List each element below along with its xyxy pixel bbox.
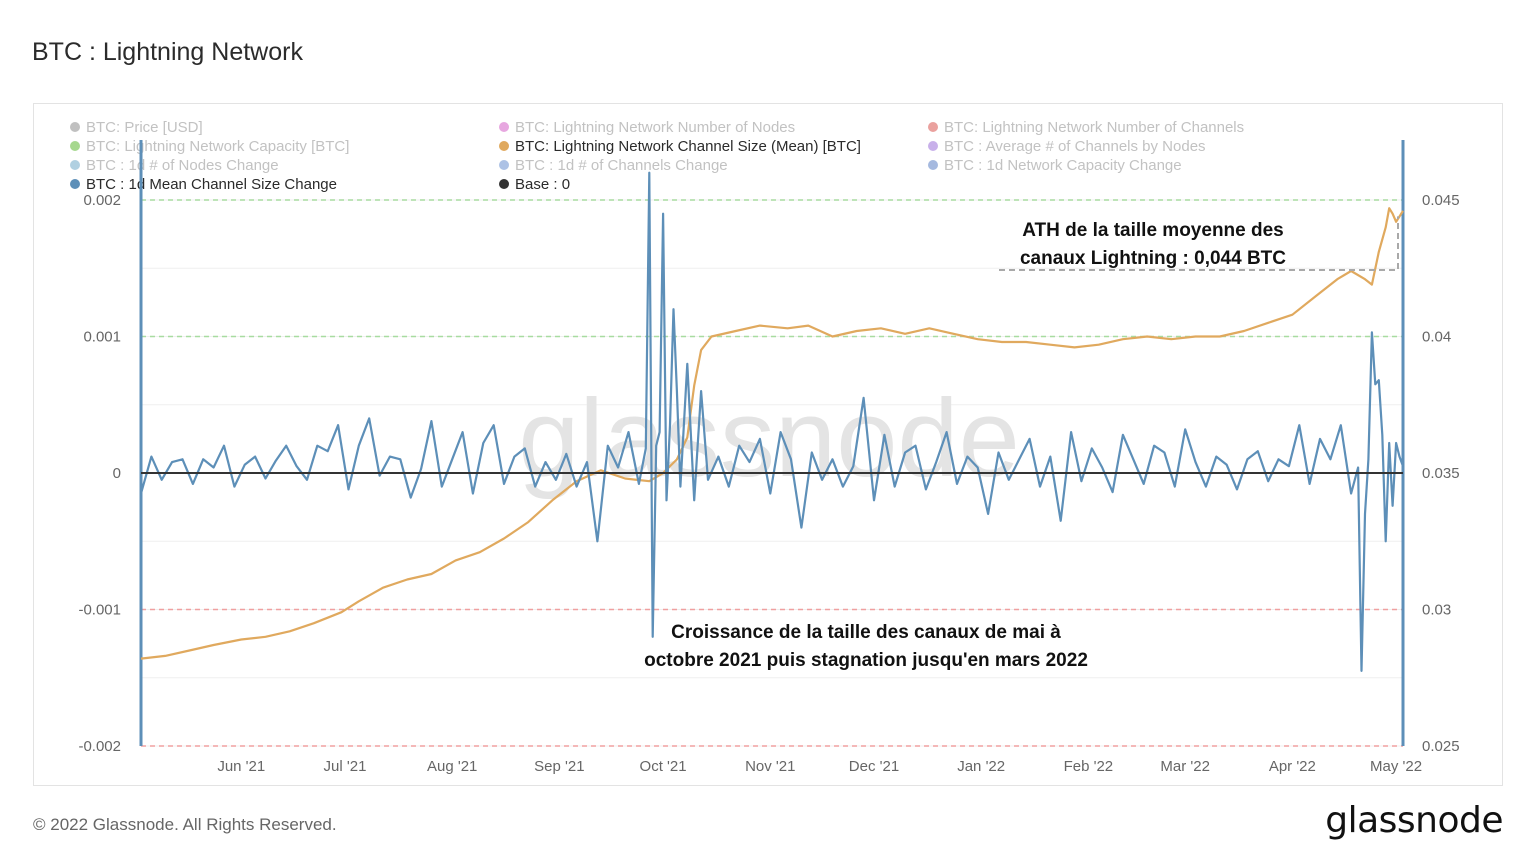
y-left-tick-label: -0.002	[78, 738, 121, 755]
legend-swatch	[928, 122, 938, 132]
x-tick-label: Feb '22	[1064, 758, 1114, 775]
x-tick-label: Sep '21	[534, 758, 584, 775]
x-tick-label: Oct '21	[640, 758, 687, 775]
legend-swatch	[499, 141, 509, 151]
legend-item[interactable]: BTC: Price [USD]	[70, 119, 203, 136]
legend-swatch	[70, 160, 80, 170]
legend-swatch	[70, 141, 80, 151]
legend-swatch	[70, 122, 80, 132]
growth-annotation-text: octobre 2021 puis stagnation jusqu'en ma…	[644, 650, 1088, 671]
watermark: glassnode	[518, 377, 1020, 500]
ath-annotation-text: canaux Lightning : 0,044 BTC	[1020, 248, 1286, 269]
legend-swatch	[499, 179, 509, 189]
ath-annotation-text: ATH de la taille moyenne des	[1022, 220, 1284, 241]
legend-item[interactable]: BTC: Lightning Network Channel Size (Mea…	[499, 138, 861, 155]
legend: BTC: Price [USD] BTC: Lightning Network N…	[70, 119, 1244, 193]
legend-item[interactable]: BTC: Lightning Network Number of Nodes	[499, 119, 795, 136]
legend-swatch	[70, 179, 80, 189]
chart-card: BTC: Price [USD] BTC: Lightning Network N…	[33, 103, 1503, 786]
x-tick-label: Jul '21	[324, 758, 367, 775]
legend-label: BTC : 1d Network Capacity Change	[944, 157, 1182, 174]
legend-item[interactable]: BTC: Lightning Network Number of Channel…	[928, 119, 1244, 136]
legend-label: BTC : 1d # of Nodes Change	[86, 157, 279, 174]
legend-label: BTC: Lightning Network Number of Nodes	[515, 119, 795, 136]
x-tick-label: Jun '21	[217, 758, 265, 775]
copyright-text: © 2022 Glassnode. All Rights Reserved.	[33, 815, 337, 834]
annotations: ATH de la taille moyenne des canaux Light…	[644, 216, 1399, 671]
legend-item[interactable]: BTC : 1d Mean Channel Size Change	[70, 176, 337, 193]
legend-label: BTC : Average # of Channels by Nodes	[944, 138, 1206, 155]
y-left-tick-label: 0.001	[83, 329, 121, 346]
reference-lines	[141, 199, 1403, 747]
y-left-tick-label: 0.002	[83, 192, 121, 209]
glassnode-logo[interactable]: glassnode	[1325, 800, 1503, 841]
x-tick-label: Dec '21	[849, 758, 899, 775]
y-right-tick-label: 0.03	[1422, 602, 1451, 619]
series-btc-lightning-network-channel-size-mean-btc	[140, 207, 1404, 660]
legend-item[interactable]: BTC : 1d # of Nodes Change	[70, 157, 279, 174]
legend-swatch	[928, 160, 938, 170]
x-tick-label: Apr '22	[1269, 758, 1316, 775]
page-title: BTC : Lightning Network	[32, 38, 303, 66]
legend-item[interactable]: Base : 0	[499, 176, 570, 193]
y-left-tick-label: 0	[113, 465, 121, 482]
chart: BTC: Price [USD] BTC: Lightning Network N…	[70, 119, 1460, 775]
y-right-tick-label: 0.04	[1422, 329, 1451, 346]
legend-label: BTC: Price [USD]	[86, 119, 203, 136]
x-tick-label: May '22	[1370, 758, 1422, 775]
legend-label: BTC: Lightning Network Channel Size (Mea…	[515, 138, 861, 155]
x-tick-label: Jan '22	[957, 758, 1005, 775]
y-left-tick-label: -0.001	[78, 602, 121, 619]
legend-label: BTC : 1d Mean Channel Size Change	[86, 176, 337, 193]
series	[139, 171, 1405, 673]
legend-label: BTC : 1d # of Channels Change	[515, 157, 728, 174]
legend-item[interactable]: BTC : 1d Network Capacity Change	[928, 157, 1182, 174]
legend-item[interactable]: BTC : Average # of Channels by Nodes	[928, 138, 1206, 155]
growth-annotation-text: Croissance de la taille des canaux de ma…	[671, 622, 1061, 643]
y-right-tick-label: 0.035	[1422, 465, 1460, 482]
legend-item[interactable]: BTC: Lightning Network Capacity [BTC]	[70, 138, 349, 155]
legend-swatch	[499, 160, 509, 170]
ath-bracket	[999, 216, 1399, 271]
legend-label: BTC: Lightning Network Number of Channel…	[944, 119, 1244, 136]
x-tick-label: Nov '21	[745, 758, 795, 775]
legend-swatch	[928, 141, 938, 151]
legend-item[interactable]: BTC : 1d # of Channels Change	[499, 157, 728, 174]
axes: 0.002 0.001 0 -0.001 -0.002 0.045 0.04 0.035 0.0…	[78, 140, 1460, 775]
x-tick-label: Aug '21	[427, 758, 477, 775]
x-tick-label: Mar '22	[1160, 758, 1210, 775]
y-right-tick-label: 0.025	[1422, 738, 1460, 755]
legend-label: Base : 0	[515, 176, 570, 193]
y-right-tick-label: 0.045	[1422, 192, 1460, 209]
legend-label: BTC: Lightning Network Capacity [BTC]	[86, 138, 349, 155]
legend-swatch	[499, 122, 509, 132]
